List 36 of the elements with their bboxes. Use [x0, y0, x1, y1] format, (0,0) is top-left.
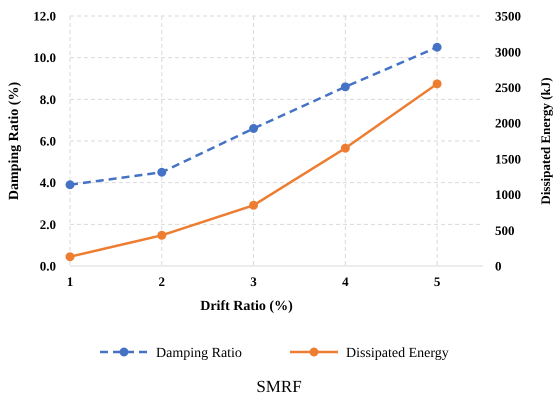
point — [340, 82, 350, 92]
y-tick-label: 4.0 — [40, 175, 56, 190]
y2-tick-label: 1500 — [495, 151, 521, 166]
y-axis-title: Damping Ratio (%) — [7, 82, 22, 200]
point — [340, 144, 350, 153]
y2-tick-label: 3500 — [495, 8, 521, 24]
legend-label: Dissipated Energy — [346, 346, 449, 361]
legend-label: Damping Ratio — [156, 346, 242, 361]
y2-tick-label: 500 — [495, 222, 514, 238]
y2-tick-label: 3000 — [495, 44, 521, 60]
y2-tick-label: 1000 — [495, 187, 521, 202]
point — [249, 200, 258, 210]
text: SMRF — [256, 377, 302, 396]
point — [249, 124, 258, 133]
y-tick-label: 2.0 — [40, 216, 56, 232]
point — [432, 79, 442, 88]
y2-tick-label: 2000 — [495, 116, 521, 131]
point — [432, 42, 442, 52]
point — [66, 252, 74, 262]
x-tick-label: 5 — [434, 274, 441, 289]
y2-tick-label: 0 — [495, 258, 502, 274]
point — [157, 168, 166, 177]
x-tick-label: 2 — [158, 274, 166, 289]
y-tick-label: 12.0 — [33, 8, 56, 24]
point — [66, 180, 74, 190]
y2-tick-label: 2500 — [495, 80, 521, 95]
point — [157, 230, 166, 240]
x-tick-label: 3 — [250, 274, 258, 289]
x-tick-label: 4 — [342, 274, 350, 289]
y-tick-label: 6.0 — [40, 134, 56, 149]
y-tick-label: 10.0 — [33, 50, 56, 66]
y2-axis-title: Dissipated Energy (kJ) — [538, 77, 553, 205]
y-tick-label: 8.0 — [40, 92, 56, 107]
y-tick-label: 0.0 — [40, 258, 56, 274]
x-tick-label: 1 — [66, 274, 74, 289]
x-axis-title: Drift Ratio (%) — [200, 299, 294, 314]
